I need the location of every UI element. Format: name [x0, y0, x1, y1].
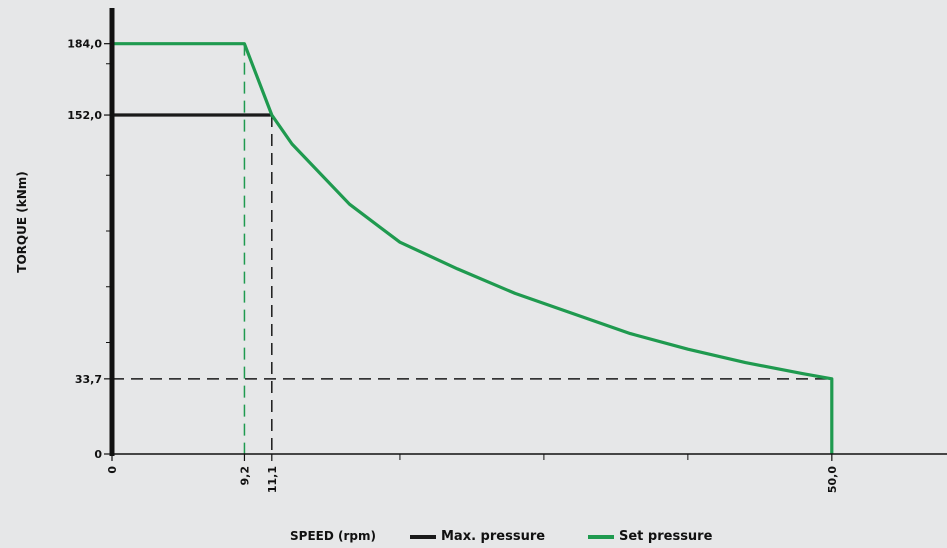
y-tick-label: 33,7: [75, 373, 102, 386]
x-tick-label: 0: [106, 466, 119, 474]
series-line-set-pressure: [112, 42, 834, 454]
legend-label-set-pressure: Set pressure: [619, 529, 713, 544]
x-tick-label: 9,2: [238, 466, 251, 486]
legend: Max. pressure Set pressure: [410, 529, 713, 544]
y-tick-label: 184,0: [67, 38, 102, 51]
x-axis-title: SPEED (rpm): [290, 529, 376, 543]
axes: [109, 8, 947, 456]
ticks: 0 33,7 152,0 184,0 0 9,2 11,1 50,0: [67, 38, 839, 493]
y-tick-label: 0: [94, 448, 102, 461]
y-tick-label: 152,0: [67, 109, 102, 122]
legend-label-max-pressure: Max. pressure: [441, 529, 545, 544]
reference-lines: [112, 43, 832, 454]
series-lines: [112, 42, 834, 454]
y-axis-title: TORQUE (kNm): [15, 171, 29, 272]
x-tick-label: 50,0: [826, 466, 839, 493]
x-tick-label: 11,1: [266, 466, 279, 493]
